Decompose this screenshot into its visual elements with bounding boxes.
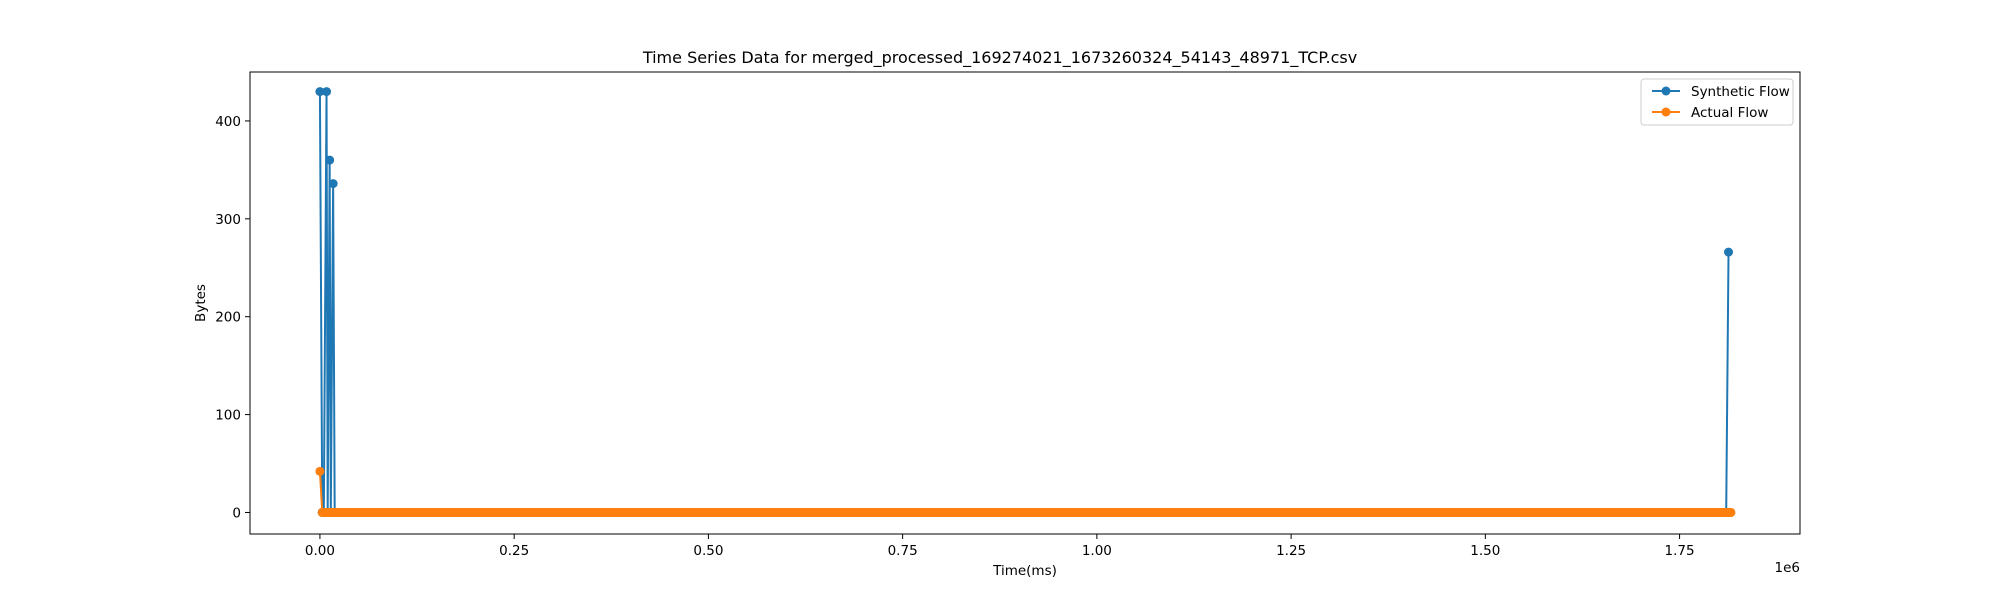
legend-marker <box>1661 107 1671 117</box>
y-tick-label: 100 <box>215 408 241 424</box>
data-point <box>1724 247 1734 257</box>
x-axis-label: Time(ms) <box>992 563 1057 579</box>
x-tick-label: 1.00 <box>1082 543 1112 559</box>
plot-area <box>249 71 1801 535</box>
legend: Synthetic Flow Actual Flow <box>1640 78 1794 126</box>
x-tick-label: 0.50 <box>693 543 723 559</box>
y-axis-label: Bytes <box>193 284 209 322</box>
series-layer <box>315 87 1736 517</box>
series-line <box>318 471 1731 514</box>
x-tick-label: 0.00 <box>305 543 335 559</box>
y-axis-ticks: 0 100 200 300 400 <box>215 114 250 521</box>
y-tick-label: 200 <box>215 310 241 326</box>
data-point <box>328 179 338 189</box>
legend-marker <box>1661 86 1671 96</box>
x-tick-label: 1.25 <box>1276 543 1306 559</box>
data-point <box>322 87 332 97</box>
data-point <box>315 466 325 476</box>
x-tick-label: 1.50 <box>1470 543 1500 559</box>
x-tick-label: 1.75 <box>1665 543 1695 559</box>
data-point <box>325 155 335 165</box>
series-line <box>318 90 1730 514</box>
legend-label: Synthetic Flow <box>1691 84 1790 100</box>
legend-label: Actual Flow <box>1691 105 1768 121</box>
x-axis-ticks: 0.00 0.25 0.50 0.75 1.00 1.25 1.50 1.75 <box>305 534 1695 559</box>
y-tick-label: 300 <box>215 212 241 228</box>
y-tick-label: 0 <box>232 505 241 521</box>
data-point <box>315 87 325 97</box>
chart-title: Time Series Data for merged_processed_16… <box>642 48 1357 68</box>
y-tick-label: 400 <box>215 114 241 130</box>
x-tick-label: 0.25 <box>499 543 529 559</box>
x-tick-label: 0.75 <box>888 543 918 559</box>
plot-frame <box>249 71 1801 535</box>
x-axis-offset-label: 1e6 <box>1775 560 1800 576</box>
